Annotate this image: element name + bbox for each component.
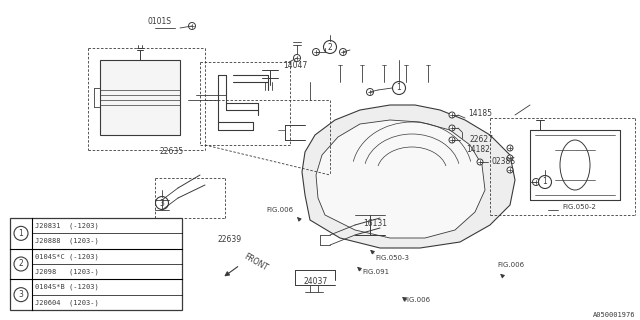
Text: J20604  (1203-): J20604 (1203-): [35, 299, 99, 306]
Bar: [100, 60, 180, 135]
Text: 0238S: 0238S: [492, 157, 516, 166]
Text: FIG.006: FIG.006: [403, 297, 430, 303]
Circle shape: [156, 196, 168, 210]
Text: A050001976: A050001976: [593, 312, 635, 318]
Circle shape: [14, 226, 28, 240]
Text: 0104S*C (-1203): 0104S*C (-1203): [35, 253, 99, 260]
Text: 0104S*B (-1203): 0104S*B (-1203): [35, 284, 99, 290]
Text: 14182: 14182: [466, 146, 490, 155]
Text: FRONT: FRONT: [242, 252, 269, 272]
Circle shape: [189, 22, 195, 29]
Text: J2098   (1203-): J2098 (1203-): [35, 268, 99, 275]
Text: 1: 1: [19, 229, 24, 238]
Text: FIG.006: FIG.006: [497, 262, 524, 268]
Text: FIG.006: FIG.006: [266, 207, 293, 213]
Circle shape: [507, 167, 513, 173]
Circle shape: [323, 41, 337, 53]
Text: 16131: 16131: [363, 220, 387, 228]
Text: 1: 1: [543, 178, 547, 187]
Circle shape: [507, 155, 513, 161]
Text: 14185: 14185: [468, 109, 492, 118]
Text: 22627: 22627: [470, 135, 494, 145]
Text: FIG.091: FIG.091: [362, 269, 389, 275]
Circle shape: [392, 82, 406, 94]
Circle shape: [14, 257, 28, 271]
Circle shape: [538, 175, 552, 188]
Circle shape: [449, 137, 455, 143]
Circle shape: [449, 112, 455, 118]
Circle shape: [477, 159, 483, 165]
Circle shape: [339, 49, 346, 55]
Text: 2: 2: [19, 260, 24, 268]
Text: J20831  (-1203): J20831 (-1203): [35, 222, 99, 229]
Circle shape: [507, 145, 513, 151]
Bar: [10, 218, 182, 310]
Text: 22635: 22635: [160, 148, 184, 156]
Text: 1: 1: [397, 84, 401, 92]
Polygon shape: [316, 120, 485, 238]
Circle shape: [532, 179, 540, 186]
Circle shape: [312, 49, 319, 55]
Text: 14047: 14047: [283, 60, 307, 69]
Text: 24037: 24037: [303, 276, 327, 285]
Circle shape: [294, 54, 301, 61]
Text: FIG.050-2: FIG.050-2: [562, 204, 596, 210]
Text: J20888  (1203-): J20888 (1203-): [35, 238, 99, 244]
Text: 3: 3: [159, 198, 164, 207]
Circle shape: [367, 89, 374, 95]
Text: 0101S: 0101S: [148, 18, 172, 27]
Polygon shape: [302, 105, 515, 248]
Text: 22639: 22639: [218, 236, 242, 244]
Circle shape: [449, 125, 455, 131]
Text: FIG.050-3: FIG.050-3: [375, 255, 409, 261]
Circle shape: [14, 288, 28, 302]
Text: 3: 3: [19, 290, 24, 299]
Text: 2: 2: [328, 43, 332, 52]
